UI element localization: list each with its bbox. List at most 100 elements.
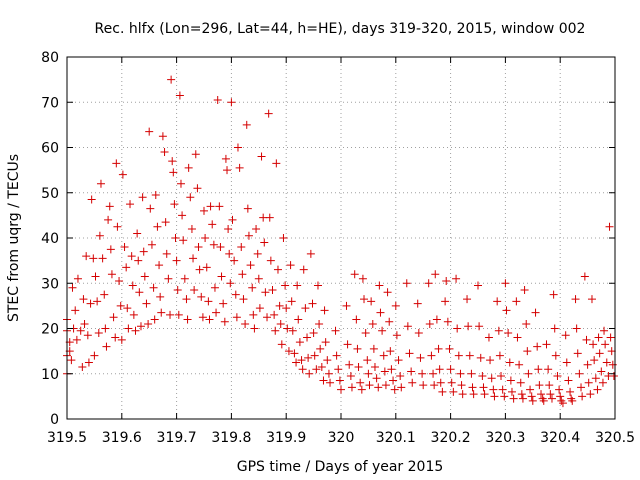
data-point [76, 326, 85, 335]
data-point [208, 220, 217, 229]
data-point [78, 362, 87, 371]
data-point [164, 274, 173, 283]
data-point [187, 224, 196, 233]
data-point [113, 222, 122, 231]
data-point [87, 195, 96, 204]
gridlines [67, 57, 615, 419]
data-point [170, 200, 179, 209]
data-point [528, 396, 537, 405]
data-point [601, 340, 610, 349]
data-point [158, 132, 167, 141]
data-point [600, 326, 609, 335]
y-tick-label: 70 [41, 95, 59, 111]
data-point [298, 365, 307, 374]
data-point [542, 340, 551, 349]
data-point [352, 315, 361, 324]
data-point [264, 109, 273, 118]
data-point [263, 313, 272, 322]
data-point [198, 313, 207, 322]
axis-ticks: 0 10 20 30 40 50 60 70 80 319.5 319.6 319.7 319.8 319… [41, 50, 635, 446]
data-point [243, 204, 252, 213]
data-point [502, 306, 511, 315]
data-point [484, 333, 493, 342]
data-point [476, 353, 485, 362]
data-point [452, 274, 461, 283]
data-point [607, 347, 616, 356]
data-point [445, 344, 454, 353]
data-point [233, 143, 242, 152]
data-point [567, 394, 576, 403]
data-point [500, 392, 509, 401]
data-point [297, 356, 306, 365]
data-point [435, 365, 444, 374]
data-point [224, 224, 233, 233]
data-point [463, 295, 472, 304]
data-point [575, 369, 584, 378]
data-point [189, 254, 198, 263]
data-point [301, 304, 310, 313]
data-point [306, 249, 315, 258]
data-point [556, 392, 565, 401]
data-point [516, 378, 525, 387]
data-point [145, 127, 154, 136]
data-point [589, 340, 598, 349]
data-point [290, 349, 299, 358]
data-point [252, 224, 261, 233]
data-point [533, 342, 542, 351]
data-point [331, 326, 340, 335]
data-point [385, 317, 394, 326]
data-point [358, 274, 367, 283]
data-point [504, 329, 513, 338]
data-point [266, 256, 275, 265]
data-point [80, 319, 89, 328]
data-point [429, 369, 438, 378]
data-point [293, 281, 302, 290]
data-point [335, 376, 344, 385]
data-point [464, 322, 473, 331]
data-point [220, 317, 229, 326]
data-point [118, 170, 127, 179]
data-point [205, 315, 214, 324]
data-point [95, 231, 104, 240]
data-point [345, 360, 354, 369]
data-point [571, 295, 580, 304]
data-point [517, 390, 526, 399]
data-point [212, 308, 221, 317]
data-point [441, 297, 450, 306]
data-point [512, 297, 521, 306]
data-point [107, 270, 116, 279]
data-point [337, 385, 345, 394]
data-point [316, 344, 325, 353]
data-point [209, 240, 218, 249]
data-point [242, 120, 251, 129]
data-point [523, 347, 532, 356]
data-point [378, 326, 387, 335]
data-point [419, 381, 428, 390]
data-point [131, 326, 140, 335]
data-point [346, 372, 355, 381]
data-point [91, 272, 100, 281]
data-point [505, 358, 514, 367]
data-point [431, 270, 440, 279]
data-point [447, 378, 456, 387]
data-point [350, 270, 359, 279]
data-point [173, 286, 182, 295]
data-point [586, 390, 595, 399]
data-point [309, 329, 318, 338]
data-point [457, 381, 466, 390]
data-point [480, 390, 489, 399]
data-point [244, 231, 253, 240]
data-point [182, 295, 191, 304]
data-point [513, 333, 522, 342]
x-tick-label: 319.6 [102, 430, 142, 446]
data-point [375, 281, 384, 290]
data-point [284, 347, 293, 356]
data-point [396, 372, 405, 381]
data-point [320, 306, 329, 315]
data-point [168, 157, 177, 166]
data-point [427, 351, 436, 360]
data-point [104, 215, 113, 224]
data-point [250, 324, 259, 333]
data-point [144, 319, 153, 328]
